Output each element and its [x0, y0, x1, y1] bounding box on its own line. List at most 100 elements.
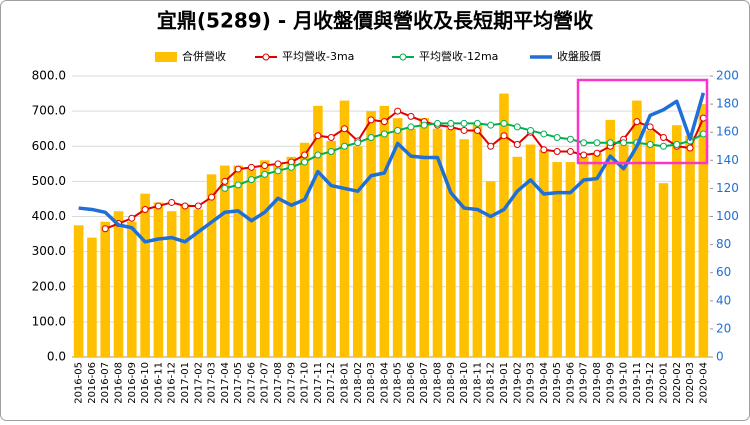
bar — [352, 146, 363, 357]
legend-marker — [399, 53, 407, 61]
line-marker — [566, 148, 574, 156]
line-marker — [234, 165, 242, 173]
line-marker — [327, 133, 335, 141]
bar — [446, 128, 456, 357]
x-tick-label: 2019-03 — [526, 362, 537, 404]
line-marker — [699, 114, 707, 122]
line-marker — [367, 116, 375, 124]
bar — [698, 104, 709, 357]
line-marker — [540, 130, 548, 138]
bar — [459, 139, 469, 357]
y2-tick-label: 80 — [716, 237, 731, 251]
x-tick-label: 2017-01 — [180, 362, 191, 404]
x-tick-label: 2016-06 — [87, 362, 98, 404]
x-tick-label: 2019-02 — [512, 362, 523, 404]
y-tick-label: 600.0 — [32, 139, 66, 153]
x-tick-label: 2016-07 — [100, 362, 111, 404]
line-marker — [394, 107, 402, 115]
line-marker — [553, 133, 561, 141]
y2-tick-label: 20 — [716, 321, 731, 335]
line-marker — [128, 214, 136, 222]
bar — [499, 93, 509, 357]
bar — [233, 165, 243, 357]
legend-label: 收盤股價 — [557, 49, 601, 63]
legend-label: 平均營收-3ma — [282, 49, 354, 63]
y-tick-label: 0.0 — [47, 350, 66, 364]
bar — [419, 118, 430, 358]
bar — [552, 162, 562, 357]
line-marker — [141, 205, 149, 213]
line-marker — [553, 148, 561, 156]
x-tick-label: 2018-12 — [486, 362, 497, 404]
x-tick-label: 2016-12 — [167, 362, 178, 404]
line-marker — [487, 142, 495, 150]
line-marker — [154, 202, 162, 210]
bar — [485, 181, 496, 357]
x-tick-label: 2018-05 — [393, 362, 404, 404]
line-marker — [699, 130, 707, 138]
line-marker — [194, 202, 202, 210]
bar — [127, 221, 137, 357]
y2-tick-label: 120 — [716, 181, 739, 195]
line-marker — [301, 151, 309, 159]
x-tick-label: 2018-11 — [472, 362, 483, 404]
line-marker — [620, 139, 628, 147]
legend-label: 平均營收-12ma — [419, 49, 498, 63]
bar — [578, 156, 589, 357]
x-tick-label: 2019-11 — [632, 362, 643, 404]
y-tick-label: 700.0 — [32, 104, 66, 118]
bar — [512, 156, 523, 357]
y2-tick-label: 200 — [716, 69, 739, 83]
line-marker — [407, 112, 415, 120]
x-tick-label: 2017-04 — [220, 362, 231, 404]
bar — [153, 202, 164, 357]
line-marker — [646, 140, 654, 148]
x-tick-label: 2016-10 — [140, 362, 151, 404]
bar — [113, 211, 124, 357]
x-tick-label: 2018-07 — [419, 362, 430, 404]
x-tick-label: 2016-05 — [74, 362, 85, 404]
bar — [313, 105, 323, 357]
x-tick-label: 2018-02 — [353, 362, 364, 404]
bar — [339, 100, 350, 358]
line-marker — [247, 163, 255, 171]
bar — [472, 123, 483, 357]
x-tick-label: 2017-08 — [273, 362, 284, 404]
line-marker — [234, 181, 242, 189]
x-tick-label: 2018-10 — [459, 362, 470, 404]
bar — [525, 144, 536, 357]
line-marker — [354, 139, 362, 147]
line-marker — [473, 126, 481, 134]
x-tick-label: 2017-11 — [313, 362, 324, 404]
line-marker — [513, 123, 521, 131]
line-marker — [540, 146, 548, 154]
line-marker — [527, 126, 535, 134]
y-tick-label: 800.0 — [32, 69, 66, 83]
y-tick-label: 500.0 — [32, 174, 66, 188]
x-tick-label: 2016-08 — [114, 362, 125, 404]
y-tick-label: 200.0 — [32, 279, 66, 293]
x-tick-label: 2019-07 — [579, 362, 590, 404]
line-marker — [221, 184, 229, 192]
y-tick-label: 400.0 — [32, 209, 66, 223]
highlight-box — [576, 78, 709, 165]
line-marker — [513, 140, 521, 148]
line-marker — [659, 133, 667, 141]
y2-tick-label: 40 — [716, 293, 731, 307]
bar — [87, 237, 97, 357]
line-marker — [340, 142, 348, 150]
bar — [366, 111, 376, 357]
bar — [685, 135, 695, 357]
bar — [100, 221, 111, 357]
line — [104, 110, 705, 230]
bar — [166, 211, 177, 357]
bar — [73, 225, 84, 357]
bar — [379, 105, 390, 357]
legend-swatch — [155, 52, 177, 62]
line-marker — [168, 198, 176, 206]
bar — [193, 209, 204, 357]
x-tick-label: 2019-01 — [499, 362, 510, 404]
line-marker — [460, 126, 468, 134]
y2-tick-label: 0 — [716, 350, 724, 364]
